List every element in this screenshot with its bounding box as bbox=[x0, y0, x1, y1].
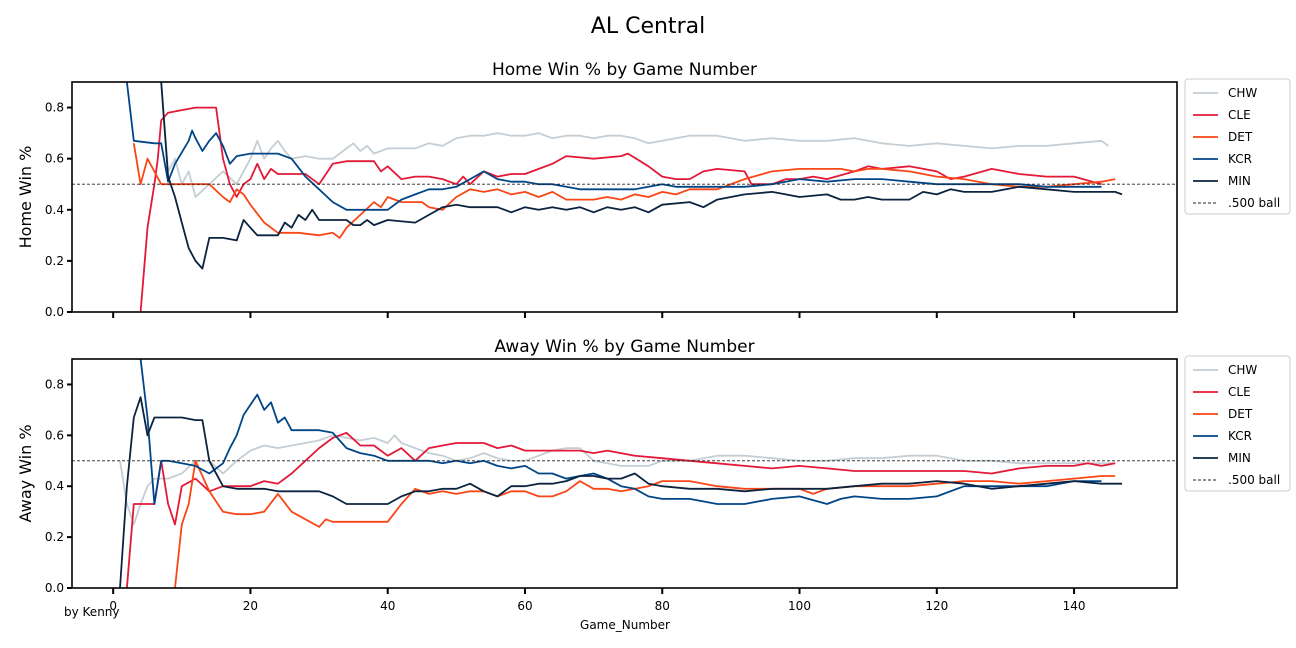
legend: CHW CLE DET KCR MIN .500 ball bbox=[1184, 355, 1291, 492]
series-line-chw bbox=[119, 434, 1116, 526]
plot-frame bbox=[71, 358, 1178, 589]
series-line-chw bbox=[160, 82, 1109, 198]
away-win-panel: Away Win % by Game Number Away Win % 0.0 0.… bbox=[16, 337, 1291, 613]
y-tick-label: 0.4 bbox=[45, 203, 64, 217]
panel-title: Away Win % by Game Number bbox=[494, 337, 754, 357]
x-tick-label: 100 bbox=[788, 599, 811, 613]
y-tick-label: 0.6 bbox=[45, 152, 64, 166]
y-tick-label: 0.8 bbox=[45, 377, 64, 391]
legend-label: .500 ball bbox=[1228, 196, 1280, 210]
x-tick-label: 40 bbox=[380, 599, 395, 613]
y-tick-label: 0.2 bbox=[45, 254, 64, 268]
y-axis-label: Home Win % bbox=[16, 146, 35, 249]
x-tick-label: 60 bbox=[517, 599, 532, 613]
x-tick-label: 80 bbox=[655, 599, 670, 613]
x-tick-label: 20 bbox=[243, 599, 258, 613]
panel-title: Home Win % by Game Number bbox=[492, 60, 757, 80]
legend-label: KCR bbox=[1228, 152, 1252, 166]
series-line-min bbox=[160, 82, 1123, 270]
legend-label: .500 ball bbox=[1228, 473, 1280, 487]
x-tick-label: 120 bbox=[925, 599, 948, 613]
legend-label: MIN bbox=[1228, 174, 1251, 188]
y-tick-label: 0.0 bbox=[45, 305, 64, 319]
legend-label: MIN bbox=[1228, 451, 1251, 465]
legend-label: DET bbox=[1228, 130, 1253, 144]
chart-suptitle: AL Central bbox=[591, 14, 705, 39]
y-tick-label: 0.0 bbox=[45, 581, 64, 595]
legend-label: CLE bbox=[1228, 108, 1251, 122]
legend: CHW CLE DET KCR MIN .500 ball bbox=[1184, 78, 1291, 215]
series-line-det bbox=[132, 143, 1116, 239]
plot-area bbox=[119, 359, 1123, 588]
y-axis-label: Away Win % bbox=[16, 424, 35, 522]
x-axis-label: Game_Number bbox=[580, 618, 670, 632]
plot-area bbox=[126, 82, 1123, 312]
plot-frame bbox=[71, 81, 1178, 313]
legend-label: DET bbox=[1228, 407, 1253, 421]
series-line-cle bbox=[126, 431, 1116, 588]
home-win-panel: Home Win % by Game Number Home Win % 0.0 0.… bbox=[16, 60, 1291, 319]
legend-label: CHW bbox=[1228, 86, 1257, 100]
legend-label: CLE bbox=[1228, 385, 1251, 399]
y-tick-label: 0.6 bbox=[45, 428, 64, 442]
series-line-kcr bbox=[139, 359, 1102, 505]
series-line-det bbox=[174, 459, 1116, 588]
series-line-min bbox=[119, 396, 1123, 588]
x-tick-label: 140 bbox=[1063, 599, 1086, 613]
y-tick-label: 0.2 bbox=[45, 530, 64, 544]
y-tick-label: 0.4 bbox=[45, 479, 64, 493]
legend-label: KCR bbox=[1228, 429, 1252, 443]
legend-label: CHW bbox=[1228, 363, 1257, 377]
credit-text: by Kenny bbox=[64, 605, 120, 619]
x-tick-label: 0 bbox=[109, 599, 117, 613]
y-tick-label: 0.8 bbox=[45, 101, 64, 115]
series-line-kcr bbox=[126, 82, 1102, 211]
